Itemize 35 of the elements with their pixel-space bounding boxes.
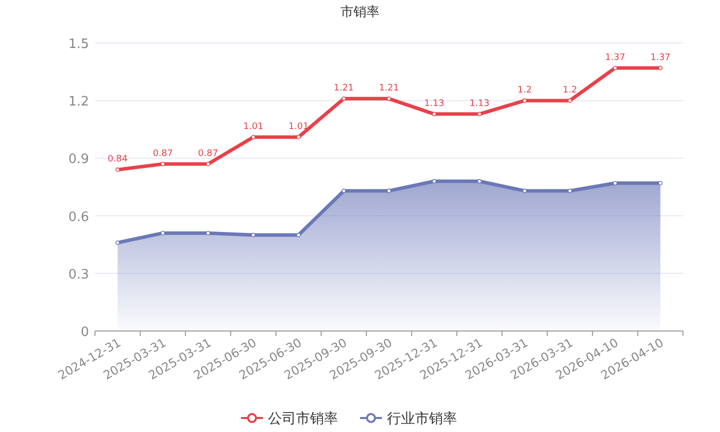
y-tick-label: 1.2 (68, 94, 89, 110)
data-label: 1.01 (288, 122, 309, 132)
point (115, 240, 120, 245)
data-label: 1.37 (650, 52, 670, 63)
point (432, 179, 436, 184)
y-tick-label: 0 (80, 325, 89, 340)
data-label: 1.13 (469, 99, 490, 110)
y-tick-label: 0.9 (68, 152, 89, 168)
point (342, 96, 346, 101)
data-label: 1.37 (605, 52, 626, 63)
y-tick-label: 1.5 (68, 37, 89, 52)
data-label: 1.01 (243, 122, 264, 132)
data-label: 1.2 (562, 86, 578, 96)
y-tick-label: 0.3 (68, 267, 89, 282)
point (568, 98, 572, 103)
legend-label: 行业市销率 (387, 411, 457, 427)
point (477, 112, 482, 116)
point (432, 112, 436, 116)
point (612, 66, 618, 70)
point (342, 188, 346, 194)
point (522, 98, 527, 103)
data-label: 0.87 (152, 148, 173, 159)
data-label: 1.13 (424, 99, 444, 110)
data-label: 1.2 (518, 86, 532, 96)
y-tick-label: 0.6 (68, 210, 89, 225)
data-label: 1.21 (378, 84, 400, 94)
legend-label: 公司市销率 (268, 411, 338, 427)
data-label: 1.21 (334, 84, 354, 94)
data-label: 0.87 (198, 148, 218, 159)
point (115, 168, 120, 172)
point (658, 66, 663, 70)
point (386, 96, 392, 101)
chart-title: 市销率 (340, 4, 380, 20)
point (386, 188, 392, 194)
data-label: 0.84 (108, 154, 128, 165)
